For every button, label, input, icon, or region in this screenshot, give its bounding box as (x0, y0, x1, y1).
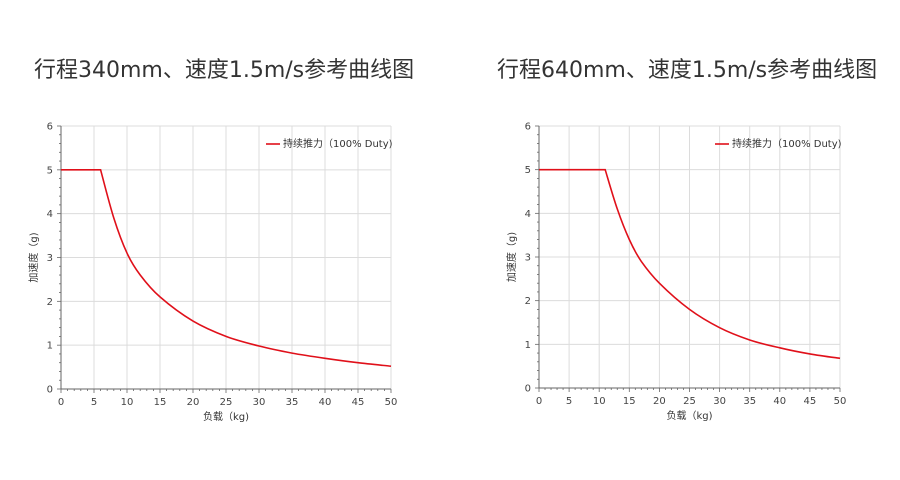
y-tick-label: 2 (525, 296, 531, 307)
x-tick-label: 15 (623, 396, 636, 407)
y-tick-label: 4 (525, 209, 531, 220)
x-tick-label: 20 (187, 397, 200, 408)
y-tick-label: 1 (525, 340, 531, 351)
y-tick-label: 2 (47, 297, 53, 308)
x-tick-label: 10 (593, 396, 606, 407)
x-tick-label: 25 (683, 396, 696, 407)
x-tick-label: 45 (804, 396, 817, 407)
x-tick-label: 40 (319, 397, 332, 408)
grid (60, 125, 392, 390)
x-tick-label: 35 (743, 396, 756, 407)
series-line (61, 169, 392, 367)
y-tick-label: 1 (47, 341, 53, 352)
x-axis-label: 负载（kg) (666, 409, 712, 422)
x-tick-label: 30 (253, 397, 266, 408)
y-tick-label: 0 (47, 385, 53, 396)
legend-label: 持续推力（100% Duty) (283, 137, 393, 150)
x-tick-label: 50 (385, 397, 398, 408)
y-tick-label: 3 (47, 253, 53, 264)
x-tick-label: 5 (566, 396, 572, 407)
y-axis-label: 加速度（g) (27, 232, 40, 282)
x-tick-label: 40 (773, 396, 786, 407)
x-tick-label: 45 (352, 397, 365, 408)
y-tick-label: 5 (525, 165, 531, 176)
x-tick-label: 10 (121, 397, 134, 408)
x-tick-label: 50 (834, 396, 847, 407)
y-tick-label: 0 (525, 384, 531, 395)
x-tick-label: 0 (536, 396, 542, 407)
grid (538, 125, 841, 389)
x-tick-label: 25 (220, 397, 233, 408)
x-tick-label: 15 (154, 397, 167, 408)
x-tick-label: 35 (286, 397, 299, 408)
y-axis-label: 加速度（g) (505, 232, 518, 282)
x-tick-label: 20 (653, 396, 666, 407)
y-tick-label: 5 (47, 165, 53, 176)
legend-label: 持续推力（100% Duty) (732, 137, 842, 150)
y-tick-label: 6 (47, 122, 53, 133)
y-tick-label: 3 (525, 253, 531, 264)
x-tick-label: 5 (91, 397, 97, 408)
x-tick-label: 0 (58, 397, 64, 408)
chart-title-left: 行程340mm、速度1.5m/s参考曲线图 (34, 58, 415, 83)
line-chart-left: 0 5 10 15 20 25 30 35 40 45 500123456负载（kg)加速度（g)持… (27, 122, 398, 424)
y-tick-label: 4 (47, 209, 53, 220)
line-chart-right: 0 5 10 15 20 25 30 35 40 45 500123456负载（kg)加速度（g)持… (505, 122, 847, 423)
y-tick-label: 6 (525, 122, 531, 133)
x-tick-label: 30 (713, 396, 726, 407)
series-line (539, 168, 841, 360)
x-axis-label: 负载（kg) (203, 410, 249, 423)
chart-title-right: 行程640mm、速度1.5m/s参考曲线图 (497, 58, 878, 83)
